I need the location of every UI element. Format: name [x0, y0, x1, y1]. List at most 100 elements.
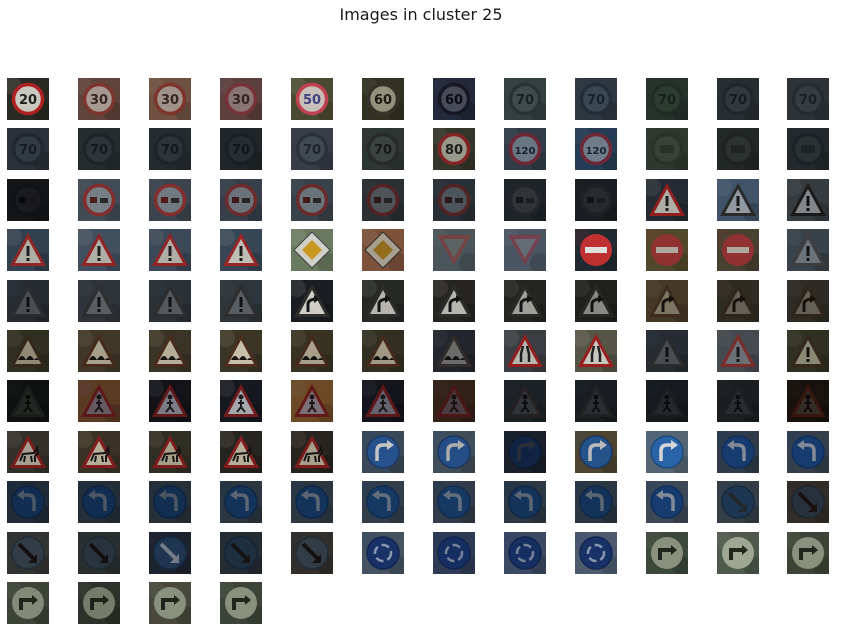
no-overtaking-sign-image	[78, 179, 120, 221]
speed-limit-sign-image: 70	[362, 128, 404, 170]
animal-sign-image	[78, 431, 120, 473]
faded-sign-image	[717, 532, 759, 574]
warning-sign-image	[646, 179, 688, 221]
no-overtaking-sign-image	[433, 179, 475, 221]
cluster-image-thumbnail	[78, 431, 120, 473]
curve-sign-image	[504, 280, 546, 322]
cluster-image-thumbnail	[787, 229, 829, 271]
blue-arrow-sign-image	[646, 431, 688, 473]
cluster-image-thumbnail	[149, 481, 191, 523]
svg-text:80: 80	[445, 143, 463, 158]
general-sign-image	[717, 330, 759, 372]
blue-arrow-sign-image	[575, 431, 617, 473]
pedestrian-sign-image	[717, 380, 759, 422]
no-entry-sign-image	[575, 229, 617, 271]
speed-limit-sign-image: 70	[78, 128, 120, 170]
blue-arrow-left-sign-image	[504, 481, 546, 523]
cluster-image-thumbnail: 70	[717, 78, 759, 120]
speed-limit-sign-image: 50	[291, 78, 333, 120]
svg-text:70: 70	[303, 143, 321, 158]
cluster-image-thumbnail	[433, 179, 475, 221]
blue-arrow-left-sign-image	[220, 481, 262, 523]
cluster-image-thumbnail	[7, 431, 49, 473]
cluster-image-thumbnail	[362, 330, 404, 372]
pedestrian-sign-image	[433, 380, 475, 422]
cluster-image-thumbnail	[362, 380, 404, 422]
cluster-image-thumbnail	[717, 532, 759, 574]
curve-sign-image	[433, 280, 475, 322]
cluster-image-thumbnail	[291, 431, 333, 473]
general-sign-image	[646, 330, 688, 372]
cluster-image-thumbnail	[291, 532, 333, 574]
svg-text:70: 70	[658, 93, 676, 108]
cluster-image-thumbnail	[717, 128, 759, 170]
curve-sign-image	[646, 280, 688, 322]
speed-limit-sign-image: 70	[149, 128, 191, 170]
cluster-image-thumbnail	[504, 532, 546, 574]
faded-sign-image	[220, 582, 262, 624]
curve-sign-image	[362, 280, 404, 322]
speed-limit-sign-image	[717, 128, 759, 170]
cluster-image-thumbnail: 50	[291, 78, 333, 120]
cluster-image-thumbnail	[504, 431, 546, 473]
no-overtaking-sign-image	[291, 179, 333, 221]
cluster-image-thumbnail	[291, 229, 333, 271]
roundabout-sign-image	[362, 532, 404, 574]
animal-sign-image	[7, 431, 49, 473]
bumpy-sign-image	[220, 330, 262, 372]
cluster-image-thumbnail	[78, 330, 120, 372]
cluster-image-thumbnail: 70	[575, 78, 617, 120]
speed-limit-sign-image: 120	[575, 128, 617, 170]
cluster-image-thumbnail	[787, 532, 829, 574]
no-entry-sign-image	[646, 229, 688, 271]
cluster-image-thumbnail	[149, 380, 191, 422]
svg-text:70: 70	[374, 143, 392, 158]
cluster-image-thumbnail	[646, 380, 688, 422]
warning-sign-image	[220, 229, 262, 271]
roundabout-sign-image	[504, 532, 546, 574]
cluster-image-thumbnail	[149, 179, 191, 221]
general-sign-image	[78, 280, 120, 322]
faded-sign-image	[149, 582, 191, 624]
svg-text:20: 20	[19, 93, 37, 108]
speed-limit-sign-image: 80	[433, 128, 475, 170]
svg-text:120: 120	[586, 146, 607, 157]
cluster-image-thumbnail	[787, 380, 829, 422]
svg-text:70: 70	[19, 143, 37, 158]
cluster-image-thumbnail	[149, 532, 191, 574]
speed-limit-sign-image: 20	[7, 78, 49, 120]
cluster-image-thumbnail	[7, 330, 49, 372]
cluster-image-thumbnail	[78, 280, 120, 322]
cluster-image-thumbnail	[575, 280, 617, 322]
cluster-image-thumbnail	[7, 280, 49, 322]
warning-sign-image	[78, 229, 120, 271]
cluster-image-thumbnail	[646, 481, 688, 523]
cluster-image-thumbnail	[362, 280, 404, 322]
cluster-image-thumbnail: 20	[7, 78, 49, 120]
speed-limit-sign-image: 70	[575, 78, 617, 120]
cluster-image-thumbnail	[717, 481, 759, 523]
svg-text:60: 60	[374, 93, 392, 108]
no-overtaking-sign-image	[362, 179, 404, 221]
cluster-image-thumbnail	[433, 431, 475, 473]
bumpy-sign-image	[362, 330, 404, 372]
cluster-image-thumbnail	[575, 380, 617, 422]
blue-diag-sign-image	[78, 532, 120, 574]
cluster-image-thumbnail	[504, 330, 546, 372]
cluster-image-thumbnail	[220, 179, 262, 221]
cluster-image-thumbnail	[220, 532, 262, 574]
speed-limit-sign-image: 30	[220, 78, 262, 120]
cluster-image-thumbnail	[220, 280, 262, 322]
blue-diag-sign-image	[220, 532, 262, 574]
svg-text:70: 70	[161, 143, 179, 158]
blue-diag-sign-image	[7, 532, 49, 574]
svg-text:30: 30	[90, 93, 108, 108]
blue-arrow-left-sign-image	[291, 481, 333, 523]
cluster-image-thumbnail	[362, 431, 404, 473]
faded-sign-image	[78, 582, 120, 624]
svg-text:70: 70	[799, 93, 817, 108]
no-entry-sign-image	[717, 229, 759, 271]
cluster-image-thumbnail	[717, 330, 759, 372]
roundabout-sign-image	[433, 532, 475, 574]
